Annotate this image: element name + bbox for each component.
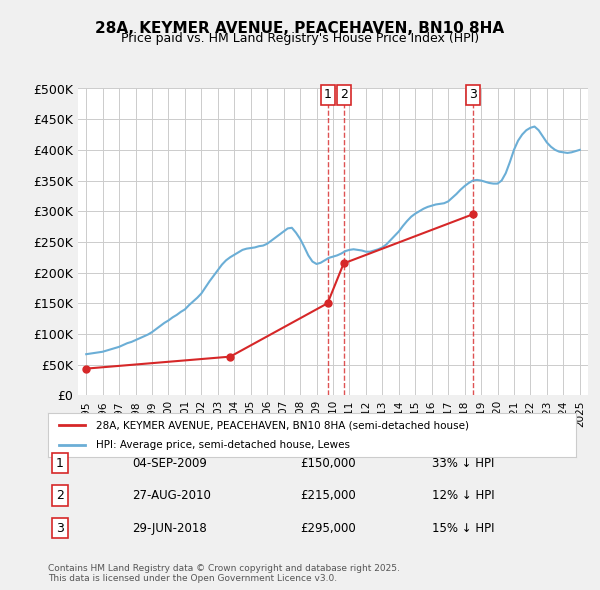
Text: Contains HM Land Registry data © Crown copyright and database right 2025.
This d: Contains HM Land Registry data © Crown c… [48,563,400,583]
Text: 12% ↓ HPI: 12% ↓ HPI [432,489,494,502]
Text: £150,000: £150,000 [300,457,356,470]
Text: 2: 2 [56,489,64,502]
Text: 15% ↓ HPI: 15% ↓ HPI [432,522,494,535]
Text: HPI: Average price, semi-detached house, Lewes: HPI: Average price, semi-detached house,… [95,440,350,450]
Text: 29-JUN-2018: 29-JUN-2018 [132,522,207,535]
Text: 28A, KEYMER AVENUE, PEACEHAVEN, BN10 8HA (semi-detached house): 28A, KEYMER AVENUE, PEACEHAVEN, BN10 8HA… [95,421,469,430]
Text: 04-SEP-2009: 04-SEP-2009 [132,457,207,470]
Text: 3: 3 [56,522,64,535]
Text: 28A, KEYMER AVENUE, PEACEHAVEN, BN10 8HA: 28A, KEYMER AVENUE, PEACEHAVEN, BN10 8HA [95,21,505,35]
Text: 27-AUG-2010: 27-AUG-2010 [132,489,211,502]
Text: 2: 2 [340,88,347,101]
Text: 3: 3 [469,88,477,101]
Text: £295,000: £295,000 [300,522,356,535]
Text: £215,000: £215,000 [300,489,356,502]
Text: 1: 1 [323,88,332,101]
Text: 33% ↓ HPI: 33% ↓ HPI [432,457,494,470]
Text: Price paid vs. HM Land Registry's House Price Index (HPI): Price paid vs. HM Land Registry's House … [121,32,479,45]
Text: 1: 1 [56,457,64,470]
